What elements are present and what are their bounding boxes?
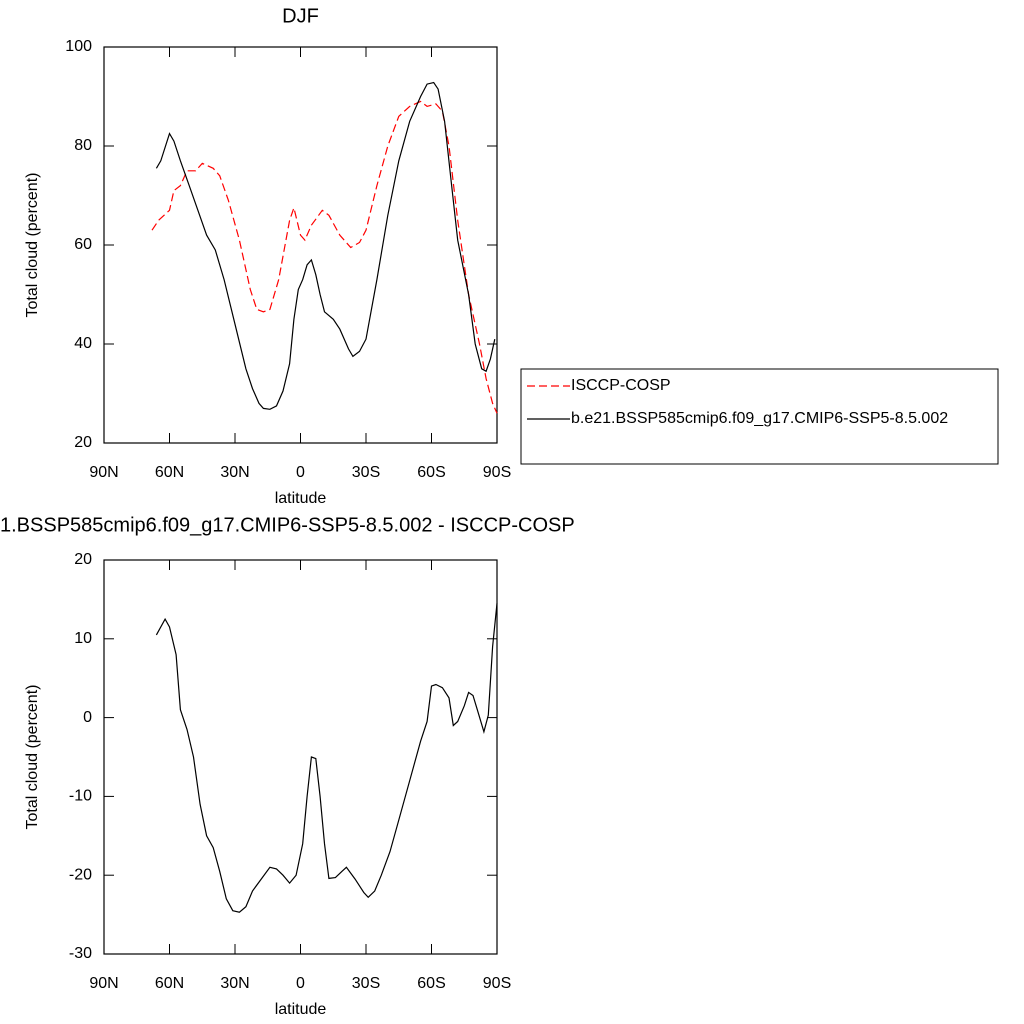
legend-label: ISCCP-COSP xyxy=(571,377,671,394)
x-tick-label: 30N xyxy=(220,464,249,481)
x-tick-label: 90N xyxy=(89,464,118,481)
y-axis-title: Total cloud (percent) xyxy=(24,685,41,830)
x-tick-label: 90N xyxy=(89,975,118,992)
y-tick-label: 20 xyxy=(74,551,92,568)
y-axis-title: Total cloud (percent) xyxy=(24,173,41,318)
x-tick-label: 30N xyxy=(220,975,249,992)
y-tick-label: 80 xyxy=(74,137,92,154)
x-tick-label: 30S xyxy=(352,464,380,481)
y-tick-label: 10 xyxy=(74,630,92,647)
x-tick-label: 90S xyxy=(483,464,511,481)
chart-title: DJF xyxy=(282,5,319,27)
x-tick-label: 90S xyxy=(483,975,511,992)
data-line xyxy=(155,603,498,913)
x-tick-label: 60N xyxy=(155,975,184,992)
y-tick-label: 0 xyxy=(83,709,92,726)
legend-box xyxy=(520,368,999,465)
legend-label: b.e21.BSSP585cmip6.f09_g17.CMIP6-SSP5-8.… xyxy=(571,410,948,427)
x-tick-label: 0 xyxy=(296,975,305,992)
x-tick-label: 60S xyxy=(417,975,445,992)
x-tick-label: 0 xyxy=(296,464,305,481)
y-tick-label: -10 xyxy=(69,788,92,805)
y-tick-label: 100 xyxy=(65,38,92,55)
y-tick-label: 20 xyxy=(74,434,92,451)
x-axis-title: latitude xyxy=(275,1001,327,1018)
x-tick-label: 30S xyxy=(352,975,380,992)
y-tick-label: -20 xyxy=(69,866,92,883)
plot-frame xyxy=(103,559,498,955)
y-tick-label: -30 xyxy=(69,945,92,962)
y-tick-label: 40 xyxy=(74,335,92,352)
x-tick-label: 60S xyxy=(417,464,445,481)
data-line xyxy=(155,81,496,410)
x-axis-title: latitude xyxy=(275,490,327,507)
x-tick-label: 60N xyxy=(155,464,184,481)
chart-title: 1.BSSP585cmip6.f09_g17.CMIP6-SSP5-8.5.00… xyxy=(0,514,575,536)
y-tick-label: 60 xyxy=(74,236,92,253)
data-line xyxy=(151,100,498,414)
